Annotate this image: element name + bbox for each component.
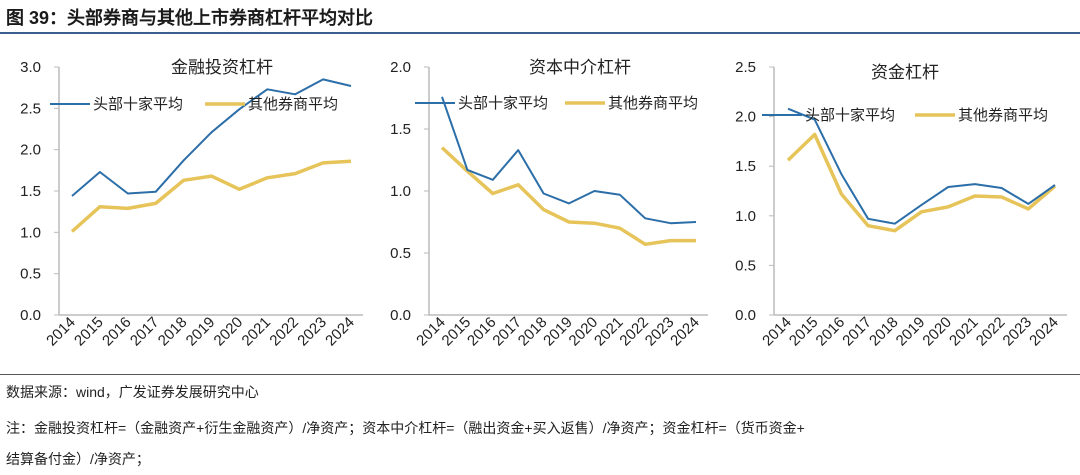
note-line-1: 注：金融投资杠杆=（金融资产+衍生金融资产）/净资产；资本中介杠杆=（融出资金+… [6,420,805,436]
x-tick-label: 2016 [813,314,849,350]
figure-title: 图 39：头部券商与其他上市券商杠杆平均对比 [6,8,374,28]
x-tick-label: 2020 [211,314,247,350]
x-tick-label: 2017 [839,314,875,350]
series-line-others [440,146,696,247]
y-tick-label: 1.0 [735,208,756,225]
y-tick-label: 2.5 [735,59,756,76]
y-tick-label: 0.0 [735,307,756,324]
legend-label-head-top10: 头部十家平均 [93,96,183,113]
x-tick-label: 2021 [239,314,275,350]
y-tick-label: 2.0 [20,142,41,159]
x-tick-label: 2015 [786,314,822,350]
note-line-2: 结算备付金）/净资产； [6,451,150,467]
legend-label-others: 其他券商平均 [608,95,698,112]
y-tick-label: 2.0 [735,109,756,126]
x-tick-label: 2015 [71,314,107,350]
title-divider [0,32,1080,34]
y-tick-label: 3.0 [20,59,41,76]
y-tick-label: 1.0 [390,183,411,200]
x-tick-label: 2023 [1000,314,1036,350]
series-line-head-top10 [441,96,697,225]
x-tick-label: 2016 [99,314,135,350]
x-tick-label: 2021 [946,314,982,350]
x-tick-label: 2023 [294,314,330,350]
x-tick-label: 2020 [919,314,955,350]
source-text: 数据来源：wind，广发证券发展研究中心 [6,384,259,400]
chart-title: 金融投资杠杆 [171,58,273,77]
x-tick-label: 2014 [43,314,79,350]
legend-label-head-top10: 头部十家平均 [805,107,895,124]
legend-label-others: 其他券商平均 [248,96,338,113]
x-tick-label: 2018 [155,314,191,350]
charts-svg: 0.00.51.01.52.02.53.02014201520162017201… [20,58,1067,350]
x-tick-label: 2024 [322,314,358,350]
legend-label-others: 其他券商平均 [958,107,1048,124]
x-tick-label: 2022 [266,314,302,350]
x-tick-label: 2017 [127,314,163,350]
x-tick-label: 2019 [183,314,219,350]
x-tick-label: 2018 [866,314,902,350]
legend-label-head-top10: 头部十家平均 [458,95,548,112]
y-tick-label: 2.5 [20,100,41,117]
chart-title: 资本中介杠杆 [529,58,631,77]
x-tick-label: 2019 [893,314,929,350]
y-tick-label: 0.5 [390,245,411,262]
series-line-others [70,159,352,233]
chart-title: 资金杠杆 [871,63,939,82]
x-tick-label: 2024 [667,314,703,350]
y-tick-label: 1.5 [20,183,41,200]
x-tick-label: 2024 [1026,314,1062,350]
y-tick-label: 1.5 [735,158,756,175]
x-tick-label: 2014 [759,314,795,350]
y-tick-label: 0.5 [735,257,756,274]
y-tick-label: 2.0 [390,59,411,76]
y-tick-label: 1.5 [390,121,411,138]
y-tick-label: 0.5 [20,266,41,283]
x-tick-label: 2022 [973,314,1009,350]
bottom-divider [0,374,1080,375]
y-tick-label: 0.0 [20,307,41,324]
y-tick-label: 0.0 [390,307,411,324]
y-tick-label: 1.0 [20,224,41,241]
